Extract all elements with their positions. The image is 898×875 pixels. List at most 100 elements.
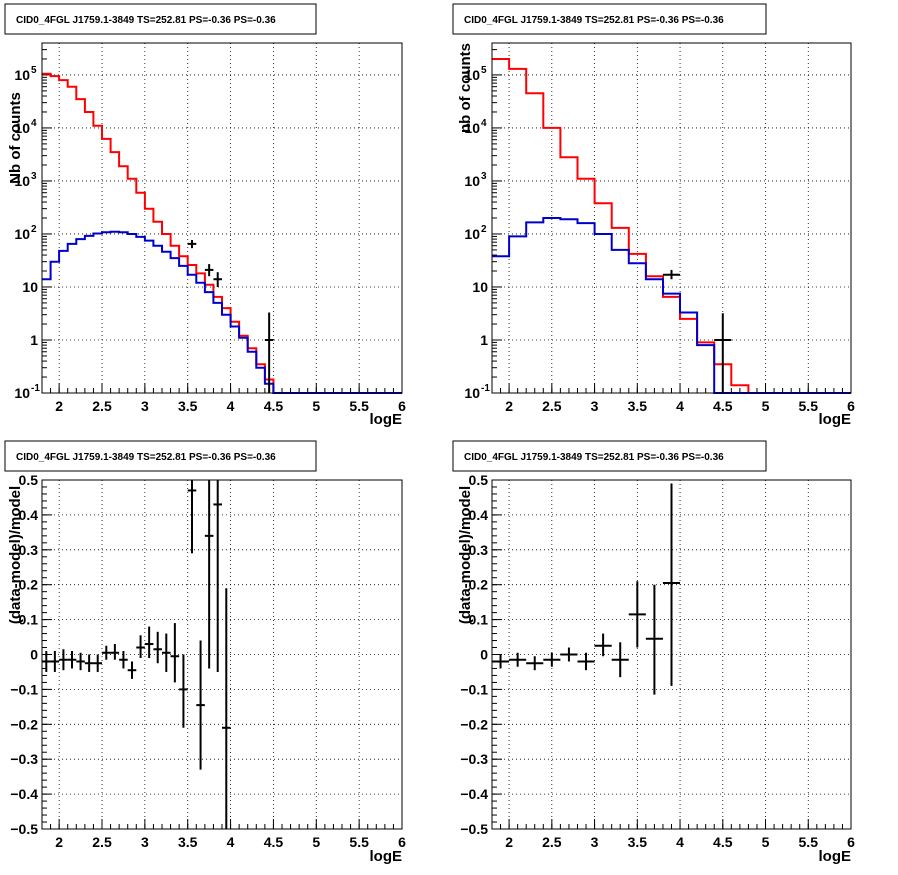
residual-point <box>110 644 120 660</box>
residual-point <box>577 652 595 671</box>
x-tick-label: 4.5 <box>264 834 284 850</box>
residual-point <box>543 652 561 667</box>
frame <box>41 42 403 394</box>
y-tick-label: 0.4 <box>469 507 489 523</box>
x-tick-label: 2.5 <box>92 398 112 414</box>
y-tick-label: −0.4 <box>460 786 488 802</box>
x-tick-label: 2 <box>505 398 513 414</box>
panel-title-box <box>452 440 767 472</box>
residual-point <box>127 661 137 679</box>
y-axis-label: (data-model)/model <box>457 486 474 624</box>
y-tick-label: −0.4 <box>10 786 38 802</box>
x-tick-label: 3 <box>591 398 599 414</box>
residual-point <box>144 626 154 658</box>
x-tick-label: 3.5 <box>628 398 648 414</box>
y-tick-label: 10 <box>22 279 38 295</box>
y-tick-exponent: 4 <box>481 118 487 129</box>
residual-point <box>119 651 128 669</box>
x-tick-label: 4 <box>227 398 235 414</box>
y-tick-label: −0.2 <box>460 716 488 732</box>
data-point <box>213 272 222 287</box>
residual-point <box>509 652 527 667</box>
data-point <box>662 269 681 280</box>
data-point <box>204 264 214 277</box>
panel-title: CID0_4FGL J1759.1-3849 TS=252.81 PS=-0.3… <box>16 15 276 26</box>
residual-point <box>42 651 51 672</box>
x-tick-label: 5 <box>312 834 320 850</box>
frame <box>41 479 403 830</box>
y-tick-exponent: 4 <box>31 118 37 129</box>
y-tick-label: 10 <box>14 226 30 242</box>
y-tick-label: 0.2 <box>469 577 489 593</box>
x-tick-label: 4 <box>676 398 684 414</box>
y-tick-label: 0.3 <box>19 542 39 558</box>
residual-point <box>76 652 85 671</box>
residual-point <box>59 649 68 671</box>
y-tick-label: −0.3 <box>10 751 38 767</box>
ticks: 2 2.5 3 3.5 4 4.5 5 5.5 6 −0.5 −0.4 −0.3 −0.2 −0.1 0 0.… <box>10 472 406 850</box>
residual-point <box>213 480 222 672</box>
x-tick-label: 6 <box>398 834 406 850</box>
y-tick-label: 10 <box>464 67 480 83</box>
panel-bottom-left: CID0_4FGL J1759.1-3849 TS=252.81 PS=-0.3… <box>4 440 406 865</box>
x-tick-label: 3 <box>141 398 149 414</box>
x-tick-label: 5.5 <box>799 398 819 414</box>
x-tick-label: 4.5 <box>713 398 733 414</box>
residual-point <box>84 654 94 672</box>
residual-point <box>153 631 162 664</box>
y-tick-exponent: -1 <box>31 383 40 394</box>
residual-point <box>492 654 510 669</box>
y-tick-label: 0.5 <box>469 472 489 488</box>
y-tick-label: 10 <box>464 120 480 136</box>
residual-point <box>560 647 578 662</box>
y-tick-label: 10 <box>14 385 30 401</box>
residual-point <box>611 642 629 678</box>
y-tick-exponent: 5 <box>31 65 37 76</box>
frame <box>491 479 852 830</box>
residual-point <box>187 480 197 554</box>
panel-title: CID0_4FGL J1759.1-3849 TS=252.81 PS=-0.3… <box>464 452 724 463</box>
x-axis-label: logE <box>819 411 852 428</box>
x-tick-label: 5 <box>312 398 320 414</box>
x-tick-label: 2 <box>505 834 513 850</box>
y-tick-label: 10 <box>472 279 488 295</box>
panel-title: CID0_4FGL J1759.1-3849 TS=252.81 PS=-0.3… <box>16 452 276 463</box>
y-tick-label: 1 <box>30 332 38 348</box>
x-tick-label: 5.5 <box>799 834 819 850</box>
plot-area-bottom-left: 2 2.5 3 3.5 4 4.5 5 5.5 6 −0.5 −0.4 −0.3 −0.2 −0.1 0 0.… <box>10 472 406 850</box>
panel-title-box <box>452 3 767 35</box>
residual-point <box>179 654 188 728</box>
histogram-series-0 <box>492 58 851 394</box>
y-tick-label: 10 <box>464 385 480 401</box>
x-axis-label: logE <box>819 848 852 865</box>
y-tick-label: −0.2 <box>10 716 38 732</box>
y-tick-label: −0.5 <box>10 821 38 837</box>
x-tick-label: 4 <box>676 834 684 850</box>
residual-point <box>645 584 663 695</box>
x-tick-label: 3 <box>591 834 599 850</box>
x-tick-label: 4 <box>227 834 235 850</box>
residual-point <box>102 645 111 660</box>
x-tick-label: 4.5 <box>713 834 733 850</box>
x-tick-label: 3 <box>141 834 149 850</box>
y-tick-exponent: 2 <box>31 224 37 235</box>
y-tick-label: 10 <box>464 173 480 189</box>
y-tick-label: 0 <box>480 647 488 663</box>
x-axis-label: logE <box>370 411 403 428</box>
y-tick-label: 0.1 <box>19 612 39 628</box>
residual-point <box>50 651 60 672</box>
x-tick-label: 2.5 <box>542 398 562 414</box>
residual-point <box>594 633 612 657</box>
x-tick-label: 5 <box>762 398 770 414</box>
x-tick-label: 5.5 <box>349 398 369 414</box>
y-tick-label: −0.1 <box>10 681 38 697</box>
y-tick-label: 10 <box>14 120 30 136</box>
panel-title-box <box>4 440 317 472</box>
panel-bottom-right: CID0_4FGL J1759.1-3849 TS=252.81 PS=-0.3… <box>452 440 855 865</box>
x-tick-label: 6 <box>847 834 855 850</box>
residual-point <box>162 633 171 672</box>
x-tick-label: 6 <box>847 398 855 414</box>
